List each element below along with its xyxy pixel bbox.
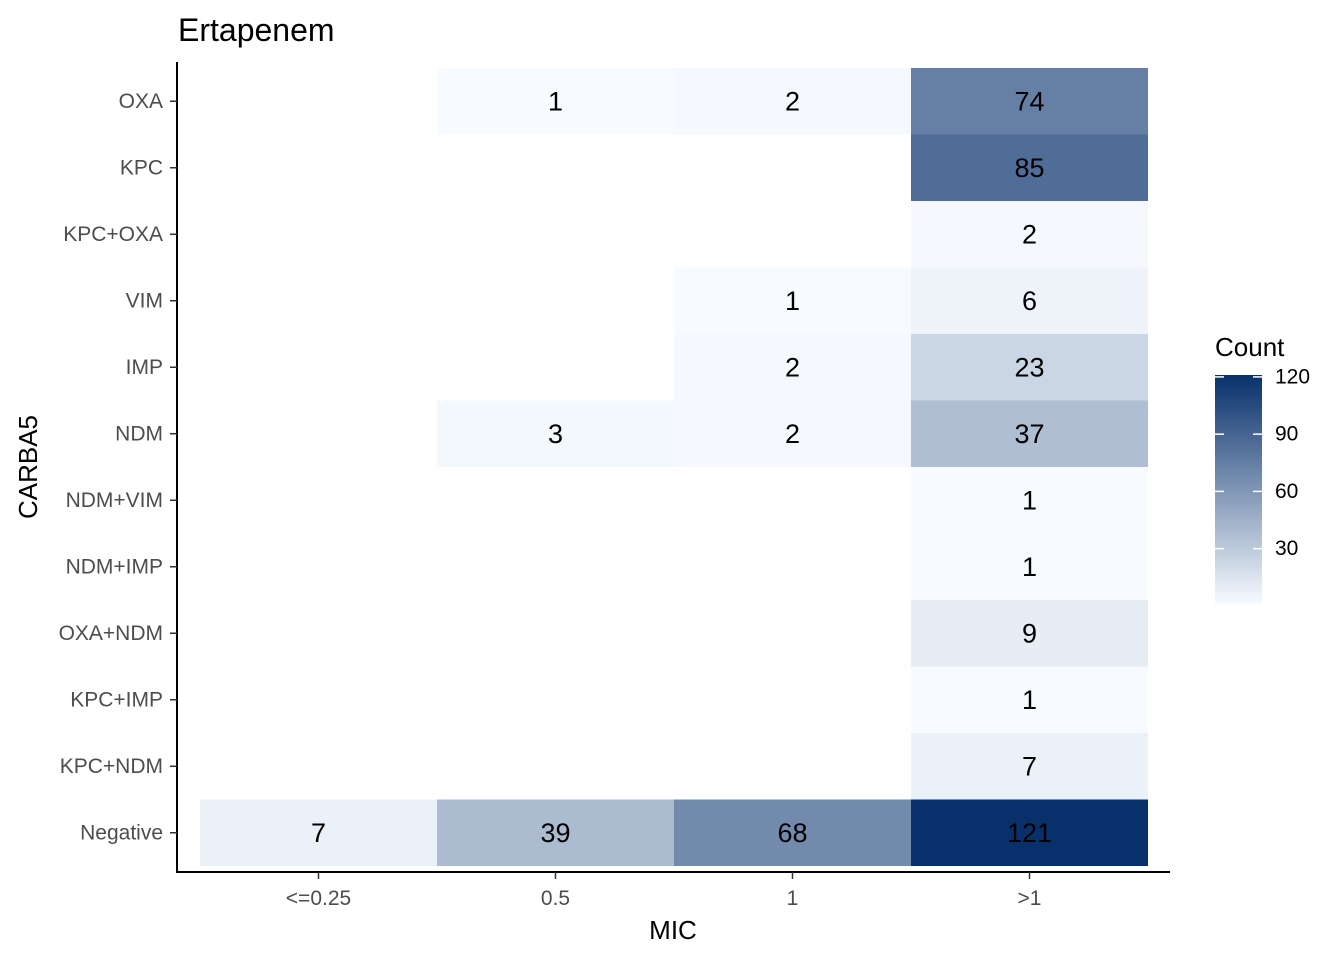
y-tick-label: KPC+IMP bbox=[70, 688, 163, 711]
cell-value-label: 2 bbox=[1022, 219, 1037, 249]
cell-value-label: 2 bbox=[785, 86, 800, 116]
legend-ticks: 30 60 90 120 bbox=[1215, 365, 1310, 560]
x-axis-ticks: <=0.25 0.5 1 >1 bbox=[286, 872, 1042, 910]
cell-value-label: 39 bbox=[540, 818, 570, 848]
cell-value-label: 1 bbox=[1022, 485, 1037, 515]
legend-title: Count bbox=[1215, 332, 1285, 362]
heatmap-cell-kpc-ndm-gt-1 bbox=[911, 733, 1148, 800]
heatmap-cell-negative-1 bbox=[674, 799, 911, 866]
heatmap-cell-vim-1 bbox=[674, 267, 911, 334]
y-tick-label: IMP bbox=[126, 356, 163, 379]
cell-value-label: 37 bbox=[1014, 419, 1044, 449]
x-axis-title: MIC bbox=[649, 915, 697, 945]
cell-value-label: 1 bbox=[785, 286, 800, 316]
heatmap-cell-oxa-ndm-gt-1 bbox=[911, 600, 1148, 667]
cell-value-label: 7 bbox=[311, 818, 326, 848]
cell-value-label: 74 bbox=[1014, 86, 1044, 116]
x-tick-label: 1 bbox=[787, 887, 799, 910]
chart-title: Ertapenem bbox=[178, 12, 335, 48]
heatmap-cell-ndm-0-5 bbox=[437, 400, 674, 467]
x-tick-label: >1 bbox=[1018, 887, 1042, 910]
legend-tick-label: 120 bbox=[1275, 365, 1310, 388]
legend-colorbar bbox=[1215, 375, 1262, 604]
y-tick-label: KPC+NDM bbox=[60, 755, 163, 778]
cell-value-label: 1 bbox=[1022, 685, 1037, 715]
heatmap-cell-kpc-imp-gt-1 bbox=[911, 666, 1148, 733]
cell-value-label: 1 bbox=[548, 86, 563, 116]
heatmap-cell-oxa-gt-1 bbox=[911, 68, 1148, 135]
heatmap-cell-kpc-gt-1 bbox=[911, 134, 1148, 201]
y-tick-label: KPC+OXA bbox=[63, 223, 163, 246]
heatmap-cell-ndm-1 bbox=[674, 400, 911, 467]
heatmap-cell-negative-le-0-25 bbox=[200, 799, 437, 866]
x-tick-label: <=0.25 bbox=[286, 887, 351, 910]
heatmap-cells bbox=[200, 68, 1148, 866]
cell-value-label: 68 bbox=[777, 818, 807, 848]
y-axis-title: CARBA5 bbox=[13, 415, 43, 519]
heatmap-cell-ndm-vim-gt-1 bbox=[911, 467, 1148, 534]
legend-tick-label: 60 bbox=[1275, 480, 1298, 503]
legend-tick-label: 30 bbox=[1275, 537, 1298, 560]
cell-value-label: 85 bbox=[1014, 153, 1044, 183]
heatmap-cell-negative-gt-1 bbox=[911, 799, 1148, 866]
y-axis-ticks: OXA KPC KPC+OXA VIM IMP NDM NDM+VIM NDM+IMP OXA+… bbox=[59, 90, 177, 844]
y-tick-label: NDM+IMP bbox=[66, 555, 163, 578]
heatmap-cell-imp-gt-1 bbox=[911, 334, 1148, 401]
heatmap-cell-oxa-1 bbox=[674, 68, 911, 135]
cell-value-label: 3 bbox=[548, 419, 563, 449]
x-tick-label: 0.5 bbox=[541, 887, 570, 910]
heatmap-cell-imp-1 bbox=[674, 334, 911, 401]
cell-value-label: 6 bbox=[1022, 286, 1037, 316]
cell-value-label: 7 bbox=[1022, 751, 1037, 781]
heatmap-cell-kpc-oxa-gt-1 bbox=[911, 201, 1148, 268]
y-tick-label: OXA bbox=[119, 90, 163, 113]
y-tick-label: KPC bbox=[120, 156, 163, 179]
heatmap-cell-ndm-imp-gt-1 bbox=[911, 533, 1148, 600]
y-tick-label: NDM bbox=[115, 422, 163, 445]
heatmap-cell-negative-0-5 bbox=[437, 799, 674, 866]
cell-value-label: 23 bbox=[1014, 352, 1044, 382]
heatmap-cell-ndm-gt-1 bbox=[911, 400, 1148, 467]
legend-tick-label: 90 bbox=[1275, 423, 1298, 446]
cell-value-label: 9 bbox=[1022, 618, 1037, 648]
y-tick-label: Negative bbox=[80, 821, 163, 844]
cell-value-label: 121 bbox=[1007, 818, 1052, 848]
cell-value-label: 1 bbox=[1022, 552, 1037, 582]
y-tick-label: OXA+NDM bbox=[59, 622, 163, 645]
legend: Count 30 60 90 120 bbox=[1215, 332, 1310, 604]
heatmap-cell-oxa-0-5 bbox=[437, 68, 674, 135]
cell-value-label: 2 bbox=[785, 352, 800, 382]
cell-value-label: 2 bbox=[785, 419, 800, 449]
y-tick-label: NDM+VIM bbox=[66, 489, 163, 512]
y-tick-label: VIM bbox=[126, 289, 163, 312]
heatmap-cell-vim-gt-1 bbox=[911, 267, 1148, 334]
